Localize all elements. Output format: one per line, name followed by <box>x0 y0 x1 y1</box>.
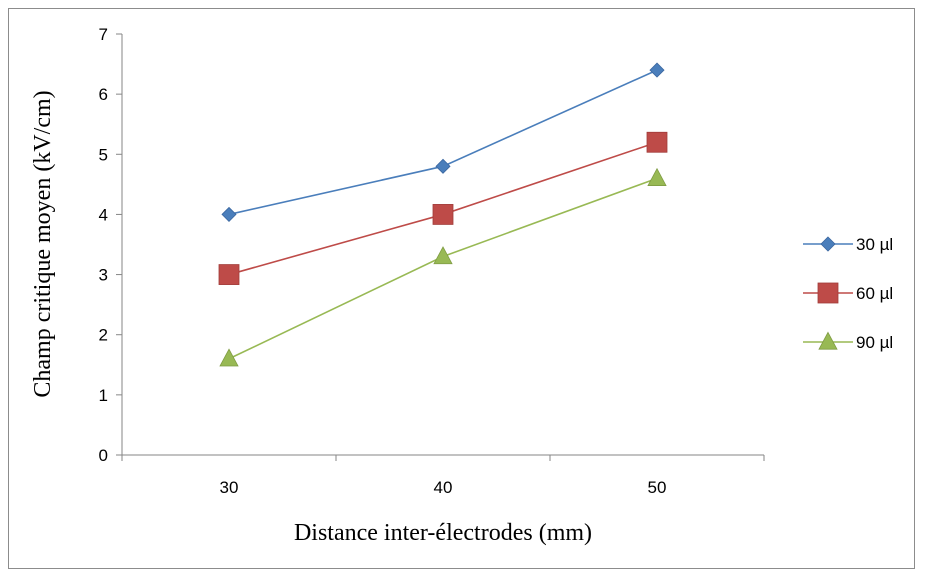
legend: 30 µl 60 µl 90 µl <box>803 235 893 352</box>
data-point-s3-3 <box>647 167 667 186</box>
legend-label: 30 µl <box>856 235 893 254</box>
legend-marker <box>820 236 836 252</box>
data-point-s1-3 <box>649 62 665 78</box>
x-tick-label: 50 <box>648 478 667 497</box>
series-line-1 <box>228 69 658 216</box>
data-point-s2-2 <box>432 204 454 225</box>
y-tick-label: 1 <box>99 386 108 405</box>
legend-entry-1: 30 µl <box>803 235 893 254</box>
y-tick-label: 4 <box>99 205 108 224</box>
y-tick-label: 6 <box>99 85 108 104</box>
x-axis-title: Distance inter-électrodes (mm) <box>294 520 592 546</box>
legend-entry-2: 60 µl <box>803 282 893 304</box>
x-tick-label: 30 <box>220 478 239 497</box>
legend-marker <box>818 331 838 350</box>
data-point-s2-1 <box>218 264 240 285</box>
data-point-s1-2 <box>435 158 451 174</box>
data-point-s3-2 <box>433 246 453 265</box>
data-point-s1-1 <box>221 206 237 222</box>
data-point-s3-1 <box>219 348 239 367</box>
y-tick-label: 2 <box>99 326 108 345</box>
data-point-s2-3 <box>646 131 668 153</box>
y-tick-label: 3 <box>99 266 108 285</box>
y-tick-label: 7 <box>99 25 108 44</box>
x-tick-label: 40 <box>434 478 453 497</box>
y-axis-title: Champ critique moyen (kV/cm) <box>30 90 56 397</box>
legend-entry-3: 90 µl <box>803 331 893 352</box>
axes: 0 1 2 3 4 5 6 7 30 40 50 <box>99 25 765 497</box>
legend-marker <box>817 282 839 304</box>
series-markers <box>218 62 668 367</box>
y-tick-label: 5 <box>99 145 108 164</box>
y-tick-label: 0 <box>99 446 108 465</box>
legend-label: 60 µl <box>856 284 893 303</box>
chart-frame <box>8 8 915 569</box>
legend-label: 90 µl <box>856 333 893 352</box>
